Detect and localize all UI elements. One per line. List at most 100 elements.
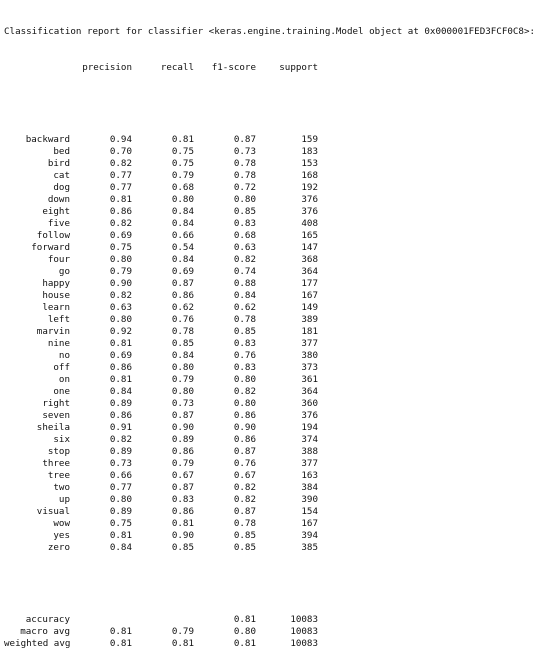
- recall-value: 0.84: [171, 206, 194, 217]
- support-value: 408: [301, 218, 318, 229]
- precision-value: 0.70: [109, 146, 132, 157]
- class-label: six: [53, 434, 70, 445]
- summary-rows: accuracy 0.81 10083 macro avg 0.81 0.79 0.80 10…: [4, 614, 535, 650]
- precision-value: 0.81: [109, 626, 132, 637]
- recall-value: 0.79: [171, 626, 194, 637]
- f1-score-value: 0.87: [233, 134, 256, 145]
- class-label: house: [42, 290, 70, 301]
- class-label: cat: [53, 170, 70, 181]
- report-row: marvin 0.92 0.78 0.85 181: [4, 326, 535, 338]
- support-header: support: [279, 62, 318, 73]
- precision-value: 0.91: [109, 422, 132, 433]
- f1-score-value: 0.72: [233, 182, 256, 193]
- precision-value: 0.82: [109, 290, 132, 301]
- f1-score-value: 0.82: [233, 494, 256, 505]
- support-value: 181: [301, 326, 318, 337]
- report-row: macro avg 0.81 0.79 0.80 10083: [4, 626, 535, 638]
- precision-value: 0.77: [109, 182, 132, 193]
- report-row: sheila 0.91 0.90 0.90 194: [4, 422, 535, 434]
- support-value: 10083: [290, 626, 318, 637]
- f1-score-value: 0.86: [233, 434, 256, 445]
- report-row: left 0.80 0.76 0.78 389: [4, 314, 535, 326]
- precision-value: 0.82: [109, 434, 132, 445]
- f1-score-value: 0.90: [233, 422, 256, 433]
- precision-value: 0.81: [109, 638, 132, 649]
- class-label: right: [42, 398, 70, 409]
- precision-value: 0.89: [109, 506, 132, 517]
- class-label: macro avg: [20, 626, 70, 637]
- recall-value: 0.78: [171, 326, 194, 337]
- precision-value: 0.81: [109, 194, 132, 205]
- support-value: 183: [301, 146, 318, 157]
- class-label: visual: [36, 506, 70, 517]
- precision-value: 0.75: [109, 242, 132, 253]
- class-label: eight: [42, 206, 70, 217]
- report-row: tree 0.66 0.67 0.67 163: [4, 470, 535, 482]
- recall-value: 0.85: [171, 542, 194, 553]
- precision-value: 0.80: [109, 314, 132, 325]
- class-label: learn: [42, 302, 70, 313]
- precision-value: 0.84: [109, 386, 132, 397]
- class-label: on: [58, 374, 70, 385]
- report-row: on 0.81 0.79 0.80 361: [4, 374, 535, 386]
- f1-score-value: 0.76: [233, 458, 256, 469]
- recall-value: 0.73: [171, 398, 194, 409]
- f1-score-value: 0.63: [233, 242, 256, 253]
- precision-value: 0.75: [109, 518, 132, 529]
- precision-value: 0.69: [109, 350, 132, 361]
- recall-value: 0.67: [171, 470, 194, 481]
- f1-score-value: 0.73: [233, 146, 256, 157]
- spacer-line: [4, 98, 535, 110]
- f1-score-value: 0.83: [233, 338, 256, 349]
- recall-value: 0.87: [171, 482, 194, 493]
- precision-value: 0.94: [109, 134, 132, 145]
- support-value: 390: [301, 494, 318, 505]
- support-value: 177: [301, 278, 318, 289]
- support-value: 377: [301, 338, 318, 349]
- class-label: follow: [36, 230, 70, 241]
- recall-value: 0.81: [171, 134, 194, 145]
- recall-value: 0.90: [171, 422, 194, 433]
- recall-value: 0.68: [171, 182, 194, 193]
- report-row: no 0.69 0.84 0.76 380: [4, 350, 535, 362]
- report-row: yes 0.81 0.90 0.85 394: [4, 530, 535, 542]
- class-label: up: [58, 494, 70, 505]
- class-label: five: [47, 218, 70, 229]
- support-value: 368: [301, 254, 318, 265]
- recall-value: 0.87: [171, 410, 194, 421]
- recall-value: 0.86: [171, 506, 194, 517]
- precision-value: 0.77: [109, 482, 132, 493]
- support-value: 149: [301, 302, 318, 313]
- recall-value: 0.69: [171, 266, 194, 277]
- class-label: wow: [53, 518, 70, 529]
- report-row: bed 0.70 0.75 0.73 183: [4, 146, 535, 158]
- support-value: 377: [301, 458, 318, 469]
- class-label: marvin: [36, 326, 70, 337]
- report-row: wow 0.75 0.81 0.78 167: [4, 518, 535, 530]
- recall-value: 0.75: [171, 158, 194, 169]
- report-row: four 0.80 0.84 0.82 368: [4, 254, 535, 266]
- support-value: 147: [301, 242, 318, 253]
- report-row: up 0.80 0.83 0.82 390: [4, 494, 535, 506]
- recall-value: 0.81: [171, 638, 194, 649]
- report-row: one 0.84 0.80 0.82 364: [4, 386, 535, 398]
- class-label: zero: [47, 542, 70, 553]
- support-value: 167: [301, 518, 318, 529]
- spacer-line: [4, 578, 535, 590]
- f1-score-value: 0.88: [233, 278, 256, 289]
- report-row: stop 0.89 0.86 0.87 388: [4, 446, 535, 458]
- report-row: right 0.89 0.73 0.80 360: [4, 398, 535, 410]
- support-value: 159: [301, 134, 318, 145]
- support-value: 167: [301, 290, 318, 301]
- recall-value: 0.79: [171, 374, 194, 385]
- precision-header: precision: [82, 62, 132, 73]
- report-row: dog 0.77 0.68 0.72 192: [4, 182, 535, 194]
- support-value: 373: [301, 362, 318, 373]
- report-row: two 0.77 0.87 0.82 384: [4, 482, 535, 494]
- report-row: follow 0.69 0.66 0.68 165: [4, 230, 535, 242]
- report-row: six 0.82 0.89 0.86 374: [4, 434, 535, 446]
- class-label: seven: [42, 410, 70, 421]
- f1-score-value: 0.85: [233, 326, 256, 337]
- f1-score-value: 0.80: [233, 374, 256, 385]
- recall-value: 0.80: [171, 386, 194, 397]
